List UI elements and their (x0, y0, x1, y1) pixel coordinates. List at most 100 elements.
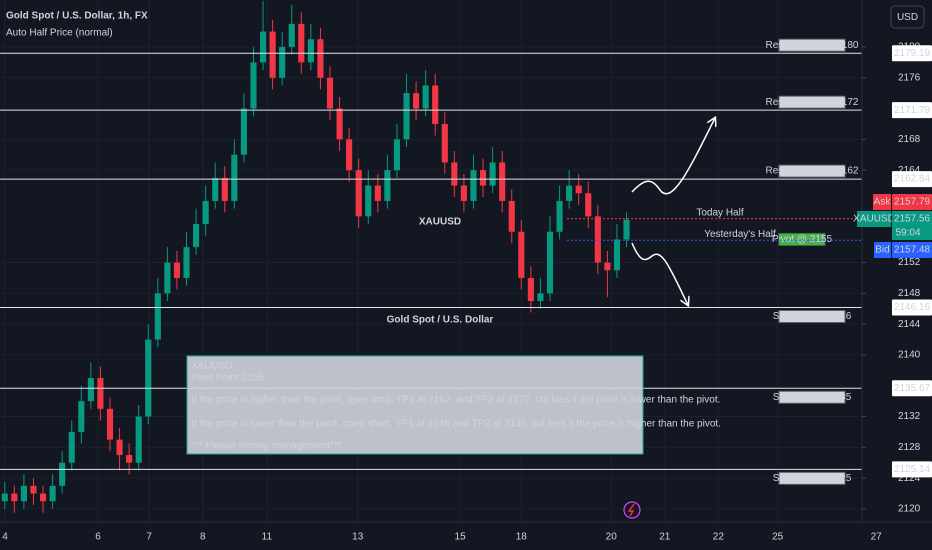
level-price-tag-bg (892, 171, 932, 188)
candle-body (183, 247, 190, 278)
candle-body (365, 185, 372, 217)
candle-body (623, 219, 630, 240)
last-label: XAUUSD (853, 214, 895, 225)
candle-body (173, 262, 181, 278)
currency[interactable]: USD (897, 12, 918, 23)
level-label: Resistance3 @ 2180 (766, 40, 859, 51)
level-price-tag-bg (892, 380, 932, 397)
candle-body (336, 108, 343, 140)
candle-body (566, 185, 573, 201)
down-arrow (631, 242, 688, 305)
candle-body (527, 277, 534, 302)
candle-body (78, 401, 85, 432)
candle-body (269, 31, 276, 78)
candle-body (613, 239, 621, 271)
candle-body (49, 485, 56, 502)
candle-body (221, 177, 228, 201)
watermark: XAUUSD (419, 217, 461, 228)
half-label: Today Half (696, 207, 743, 218)
currency-button[interactable] (890, 5, 925, 29)
last-price-bg (892, 211, 932, 240)
x-tick-label: 11 (262, 532, 273, 543)
x-tick-label: 21 (659, 532, 671, 543)
up-arrow (631, 118, 715, 195)
x-tick-label: 15 (455, 532, 467, 543)
candle-body (326, 77, 334, 109)
candle-body (585, 193, 592, 217)
y-tick-label: 2144 (898, 319, 921, 330)
candle-body (575, 185, 582, 194)
x-tick-label: 25 (772, 532, 784, 543)
bid-label-bg (874, 242, 891, 258)
note-line: Pivot Point 2155 (191, 373, 264, 384)
x-tick-label: 22 (713, 532, 725, 543)
level-label: Resistance2 @ 2172 (766, 97, 859, 108)
note-line: If the price is higher than the pivot, o… (191, 395, 720, 406)
candle-body (11, 493, 18, 502)
x-tick-label: 8 (200, 532, 206, 543)
candle-body (250, 62, 257, 109)
candle-body (1, 493, 8, 502)
bid-label: Bid (875, 245, 889, 256)
ask-price: 2157.79 (894, 197, 931, 208)
level-label-bg (778, 38, 846, 52)
candle-body (479, 170, 487, 186)
level-price-tag: 2125.14 (894, 464, 931, 475)
candle-body (212, 177, 219, 201)
alert-bolt (627, 503, 635, 517)
level-price-tag-bg (892, 102, 932, 119)
y-tick-label: 2164 (898, 165, 921, 176)
note-line: If the price is lower than the pivot, op… (191, 419, 721, 430)
candle-body (164, 262, 171, 294)
ask-price-bg (892, 194, 932, 210)
alert-icon (623, 501, 641, 519)
candle-body (413, 93, 420, 109)
note-line: *** Please money management*** (191, 441, 342, 452)
candle-body (116, 439, 123, 456)
x-tick-label: 6 (95, 532, 101, 543)
candle-body (537, 293, 544, 302)
candle-body (489, 162, 496, 186)
candle-body (508, 200, 515, 232)
ask-label-bg (873, 194, 891, 210)
y-tick-label: 2132 (898, 411, 921, 422)
last-price: 2157.56 (894, 214, 931, 225)
candle-body (422, 85, 429, 109)
half-label: Yesterday's Half (704, 229, 776, 240)
candle-body (298, 23, 305, 63)
candle-body (145, 339, 152, 417)
candle-body (231, 154, 238, 201)
candle-body (68, 431, 75, 463)
candle-body (518, 231, 525, 278)
chart-title: Gold Spot / U.S. Dollar, 1h, FX (6, 11, 148, 22)
level-price-tag-bg (892, 461, 932, 478)
level-label: Resistance1 @ 2162 (766, 166, 859, 177)
x-tick-label: 13 (352, 532, 364, 543)
candle-body (470, 170, 477, 201)
candle-body (154, 293, 161, 340)
candle-body (307, 39, 314, 63)
candle-body (202, 200, 209, 225)
level-label-bg (778, 95, 846, 109)
y-tick-label: 2128 (898, 442, 921, 453)
candle-body (288, 23, 295, 47)
level-price-tag: 2135.67 (894, 383, 931, 394)
candle-body (451, 162, 458, 186)
level-price-tag: 2162.84 (894, 174, 931, 185)
countdown: 59:04 (895, 228, 920, 239)
x-tick-label: 4 (2, 532, 8, 543)
candle-body (317, 39, 324, 78)
pivot-label-bg (778, 232, 826, 246)
note-line: XAUUSD (191, 361, 233, 372)
candle-body (279, 46, 286, 78)
level-price-tag-bg (892, 299, 932, 316)
candle-body (432, 85, 439, 124)
indicator-name: Auto Half Price (normal) (6, 28, 113, 39)
level-price-tag-bg (892, 45, 932, 62)
x-tick-label: 27 (871, 532, 883, 543)
candle-body (39, 493, 47, 502)
y-tick-label: 2168 (898, 134, 921, 145)
ask-label: Ask (874, 197, 892, 208)
